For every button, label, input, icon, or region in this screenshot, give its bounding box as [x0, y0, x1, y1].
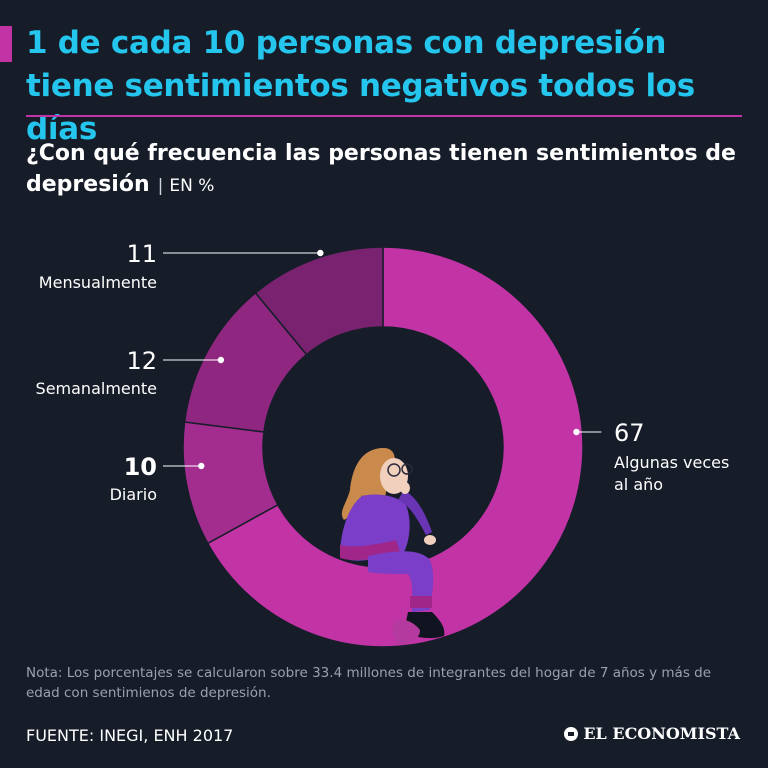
category-label: Semanalmente [36, 379, 157, 398]
category-label: Algunas veces [614, 453, 729, 472]
category-label: Diario [110, 485, 157, 504]
value-label: 12 [126, 347, 157, 375]
chart-subtitle: ¿Con qué frecuencia las personas tienen … [26, 138, 746, 202]
leader-lines [163, 249, 602, 470]
source-text: FUENTE: INEGI, ENH 2017 [26, 726, 234, 745]
title-accent-bar [0, 26, 12, 62]
economista-logo-icon [564, 726, 579, 741]
leader-dot [198, 462, 205, 470]
title-line-2: tiene sentimientos negativos todos los d… [26, 68, 695, 147]
leader-dot [573, 428, 580, 436]
title-divider [26, 115, 742, 117]
donut-slice-mensualmente [254, 246, 384, 356]
subtitle-text: ¿Con qué frecuencia las personas tienen … [26, 141, 736, 197]
donut-slices [182, 246, 584, 648]
value-label: 67 [614, 419, 645, 447]
chart-labels: 67 Algunas veces al año 10 Diario 12 Semanalme… [36, 240, 730, 504]
brand-name: EL ECONOMISTA [583, 724, 740, 743]
sitting-person-illustration [340, 448, 445, 645]
leader-dot [317, 249, 324, 257]
subtitle-separator: | [157, 176, 164, 196]
subtitle-unit: EN % [169, 176, 215, 196]
brand-logo: EL ECONOMISTA [564, 724, 740, 743]
footnote: Nota: Los porcentajes se calcularon sobr… [26, 665, 712, 701]
category-label: al año [614, 475, 663, 494]
category-label: Mensualmente [39, 273, 157, 292]
donut-slice-algunas-veces-al-ano [206, 246, 584, 648]
page-title: 1 de cada 10 personas con depresión tien… [26, 22, 756, 151]
title-line-1: 1 de cada 10 personas con depresión [26, 25, 667, 61]
leader-dot [217, 356, 225, 364]
value-label: 10 [124, 453, 157, 481]
value-label: 11 [126, 240, 157, 268]
donut-chart: 67 Algunas veces al año 10 Diario 12 Semanalme… [36, 240, 730, 648]
